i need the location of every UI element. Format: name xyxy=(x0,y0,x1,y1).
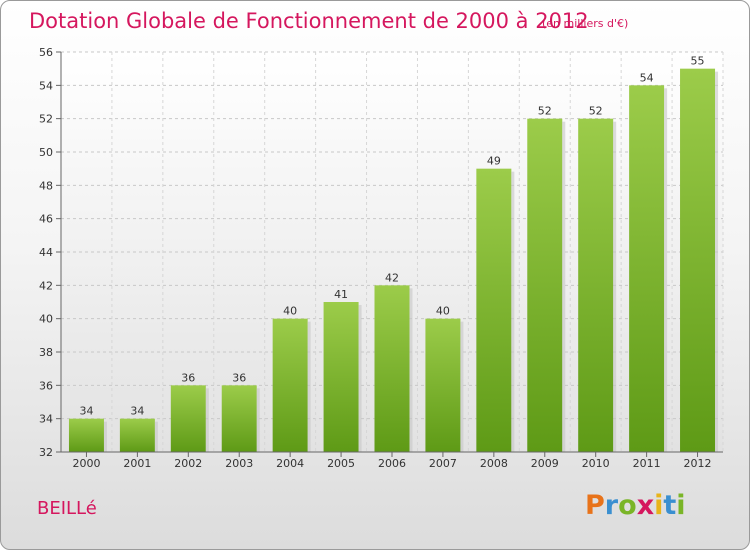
data-label: 34 xyxy=(79,405,93,418)
y-tick-label: 40 xyxy=(39,313,53,326)
x-tick-label: 2001 xyxy=(123,457,151,470)
data-label: 55 xyxy=(691,55,705,68)
logo-letter: P xyxy=(585,490,605,521)
bar-shadow xyxy=(205,388,209,452)
bar xyxy=(374,285,410,452)
y-tick-label: 32 xyxy=(39,446,53,459)
x-tick-label: 2008 xyxy=(480,457,508,470)
logo-letter: r xyxy=(604,490,619,521)
y-tick-label: 46 xyxy=(39,213,53,226)
logo-letter: t xyxy=(663,490,677,521)
data-label: 36 xyxy=(181,371,195,384)
data-label: 41 xyxy=(334,288,348,301)
y-tick-label: 50 xyxy=(39,146,53,159)
logo-letter: i xyxy=(654,490,664,521)
y-tick-label: 34 xyxy=(39,413,53,426)
logo-letter: i xyxy=(676,490,686,521)
data-label: 34 xyxy=(130,405,144,418)
data-label: 54 xyxy=(640,71,654,84)
logo-letter: x xyxy=(636,490,655,521)
data-label: 36 xyxy=(232,371,246,384)
bar xyxy=(323,302,359,452)
x-tick-label: 2000 xyxy=(72,457,100,470)
y-tick-label: 54 xyxy=(39,79,53,92)
x-tick-label: 2004 xyxy=(276,457,304,470)
bar-shadow xyxy=(154,421,158,452)
data-label: 52 xyxy=(589,105,603,118)
bar-shadow xyxy=(103,421,107,452)
data-label: 40 xyxy=(436,305,450,318)
bar xyxy=(68,418,104,452)
y-tick-label: 44 xyxy=(39,246,53,259)
data-label: 49 xyxy=(487,155,501,168)
y-tick-label: 52 xyxy=(39,113,53,126)
y-tick-label: 56 xyxy=(39,46,53,59)
y-tick-label: 36 xyxy=(39,379,53,392)
x-tick-label: 2007 xyxy=(429,457,457,470)
bar xyxy=(425,318,461,452)
x-tick-label: 2002 xyxy=(174,457,202,470)
bar-shadow xyxy=(613,121,617,453)
bar xyxy=(527,118,563,453)
bar xyxy=(476,168,512,452)
bar xyxy=(578,118,614,453)
x-tick-label: 2005 xyxy=(327,457,355,470)
chart-unit: (en milliers d'€) xyxy=(542,17,629,30)
commune-name: BEILLé xyxy=(37,498,97,519)
data-label: 40 xyxy=(283,305,297,318)
data-label: 52 xyxy=(538,105,552,118)
bar-shadow xyxy=(664,88,668,452)
data-label: 42 xyxy=(385,271,399,284)
bar-shadow xyxy=(307,321,311,452)
bar xyxy=(629,85,665,452)
x-tick-label: 2003 xyxy=(225,457,253,470)
bar-shadow xyxy=(358,305,362,452)
bar-shadow xyxy=(511,171,515,452)
y-tick-label: 42 xyxy=(39,279,53,292)
x-tick-label: 2012 xyxy=(684,457,712,470)
logo-letter: o xyxy=(618,490,637,521)
bar xyxy=(170,385,206,452)
chart-title: Dotation Globale de Fonctionnement de 20… xyxy=(29,9,589,33)
bar xyxy=(272,318,308,452)
bar xyxy=(221,385,257,452)
bar-shadow xyxy=(460,321,464,452)
y-tick-label: 48 xyxy=(39,179,53,192)
x-tick-label: 2009 xyxy=(531,457,559,470)
bar xyxy=(119,418,155,452)
x-tick-label: 2011 xyxy=(633,457,661,470)
bar-shadow xyxy=(409,288,413,452)
x-tick-label: 2010 xyxy=(582,457,610,470)
bar-shadow xyxy=(715,71,719,453)
y-tick-label: 38 xyxy=(39,346,53,359)
bar xyxy=(680,68,716,453)
proxiti-logo[interactable]: Proxiti xyxy=(585,490,686,521)
x-tick-label: 2006 xyxy=(378,457,406,470)
bar-shadow xyxy=(256,388,260,452)
bar-shadow xyxy=(562,121,566,453)
